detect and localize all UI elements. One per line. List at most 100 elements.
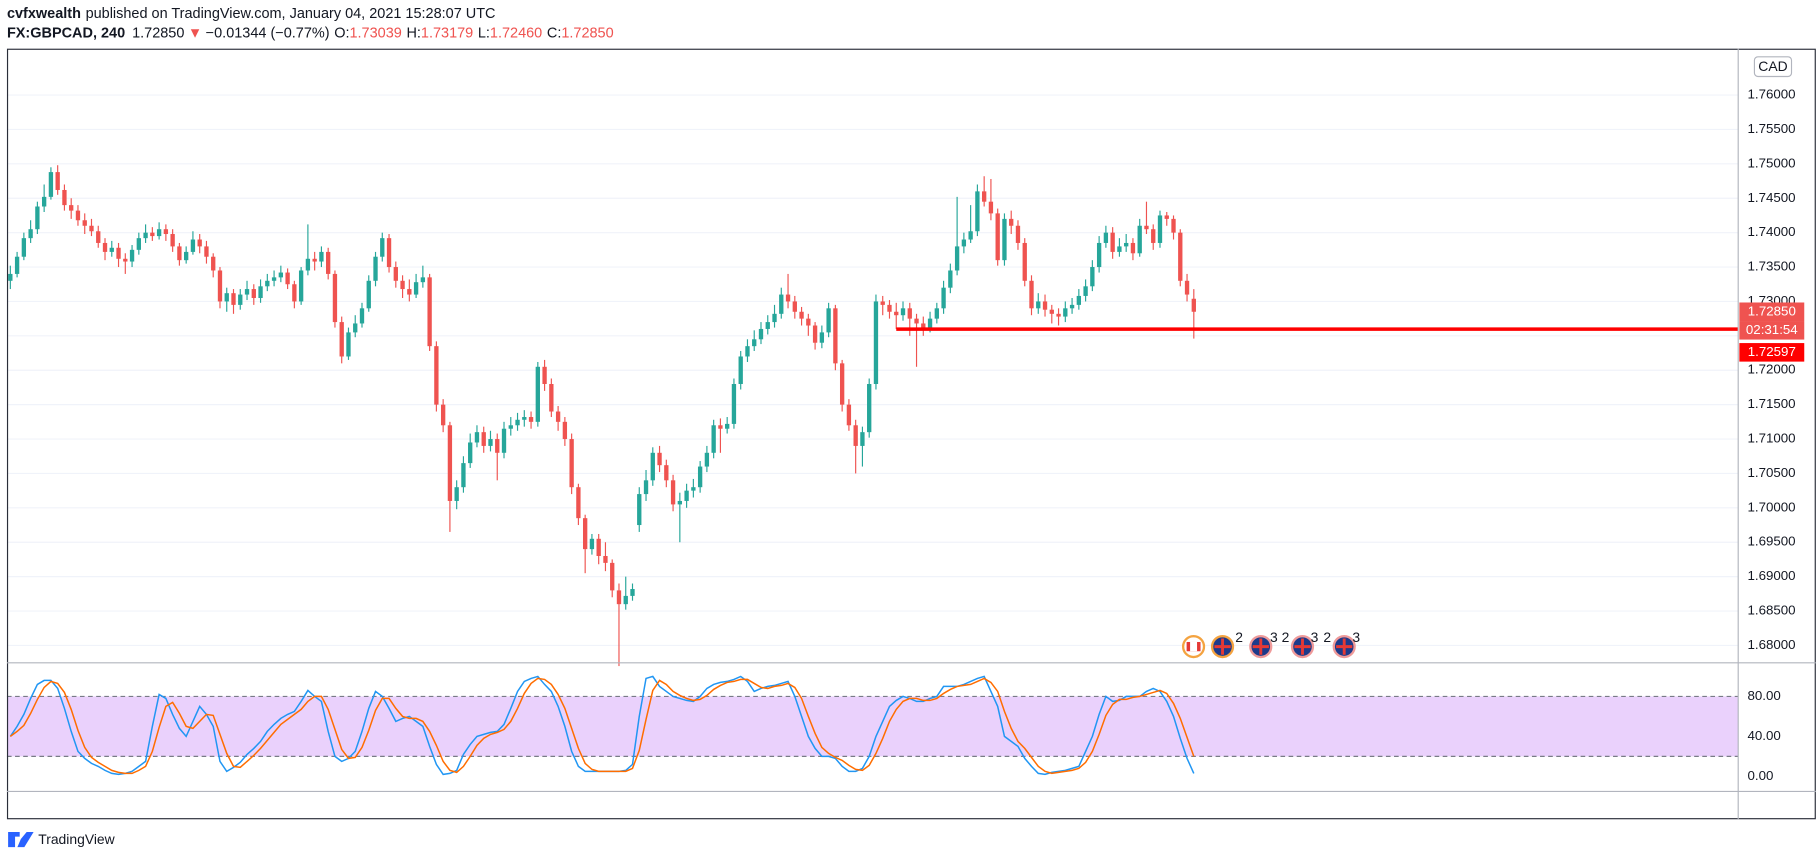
candle-body: [488, 439, 493, 446]
candle-body: [515, 419, 520, 426]
candle-body: [89, 225, 94, 232]
candle-body: [258, 286, 263, 299]
candle-body: [96, 231, 101, 243]
candle-body: [75, 210, 81, 221]
symbol-line: FX:GBPCAD, 240 1.72850 ▼ −0.01344 (−0.77%) O…: [7, 25, 614, 41]
candle-body: [839, 363, 845, 405]
candle-body: [643, 480, 649, 495]
candle-body: [346, 332, 351, 357]
candle-body: [1157, 215, 1163, 243]
candle-body: [630, 589, 635, 596]
flag: [1214, 638, 1231, 655]
candle-body: [1184, 280, 1190, 295]
candle-body: [251, 289, 256, 299]
candle-body: [28, 229, 33, 239]
flag: [1294, 638, 1311, 655]
candle-body: [765, 322, 770, 329]
candle-body: [1002, 218, 1007, 261]
symbol: FX:GBPCAD, 240: [7, 25, 125, 41]
published: published on TradingView.com, January 04…: [86, 6, 496, 22]
candle-body: [48, 172, 54, 197]
candle-body: [745, 346, 750, 357]
candle-body: [136, 238, 141, 250]
candle-body: [197, 239, 202, 247]
candle-body: [495, 439, 500, 453]
candle-body: [542, 366, 547, 384]
candle-body: [468, 442, 473, 464]
header-line: cvfxwealth published on TradingView.com, …: [7, 6, 496, 22]
candle-body: [927, 318, 933, 328]
candle-body: [508, 425, 513, 429]
candle-body: [1042, 301, 1048, 310]
candle-body: [69, 205, 74, 211]
brand-logo: [8, 832, 34, 848]
y-tick-label: 40.00: [1747, 728, 1780, 743]
candle-body: [224, 293, 229, 302]
brand: TradingView: [38, 831, 115, 847]
candle-body: [582, 518, 588, 550]
candle-body: [109, 247, 114, 252]
candle-body: [231, 293, 236, 305]
candle-body: [880, 301, 885, 305]
candle-body: [1063, 308, 1068, 317]
candle-body: [677, 500, 683, 505]
candle-body: [975, 191, 980, 232]
candle-body: [339, 322, 344, 357]
candle-body: [610, 562, 615, 591]
flag: [1336, 638, 1353, 655]
y-tick-label: 1.71500: [1747, 396, 1795, 411]
candle-body: [569, 439, 574, 488]
candle-body: [413, 282, 419, 295]
marks: [8, 165, 1739, 776]
candle-body: [907, 308, 912, 319]
candle-body: [657, 452, 662, 466]
candle-body: [981, 191, 987, 202]
candle-body: [1056, 313, 1061, 317]
y-tick-label: 80.00: [1747, 688, 1780, 703]
currency-box: [1753, 56, 1793, 78]
candle-body: [353, 323, 358, 333]
candle-body: [156, 229, 162, 237]
candle-body: [1083, 286, 1088, 296]
candle-body: [285, 272, 290, 285]
labels: 1.68000 1.68500 1.69000 1.69500 1.70000 1.705…: [1739, 87, 1805, 783]
event-count: 2: [1282, 629, 1290, 645]
candle-body: [1049, 309, 1054, 314]
candle-body: [150, 232, 155, 237]
candle-body: [894, 311, 899, 316]
candle-body: [711, 425, 716, 453]
candle-body: [1015, 225, 1021, 243]
flag: [1252, 638, 1269, 655]
candle-body: [873, 301, 879, 384]
candle-body: [420, 277, 426, 283]
event-count: 2: [1323, 629, 1331, 645]
y-tick-label: 1.74000: [1747, 224, 1795, 239]
event-icons: 2 3 2 3 2 3: [1181, 629, 1360, 659]
candle-body: [731, 383, 737, 424]
candle-body: [1022, 242, 1027, 281]
candle-body: [867, 383, 872, 433]
candle-body: [853, 425, 858, 446]
candle-body: [21, 238, 27, 257]
candle-body: [968, 231, 973, 240]
candle-body: [697, 466, 703, 488]
candle-body: [204, 246, 209, 257]
candle-body: [1124, 242, 1129, 247]
candle-body: [292, 284, 297, 302]
candle-body: [461, 463, 466, 488]
last-price: 1.72850: [132, 25, 184, 41]
candle-body: [1090, 267, 1095, 287]
candle-body: [528, 417, 534, 422]
candle-body: [779, 294, 784, 314]
candle-body: [1069, 304, 1075, 309]
candle-body: [623, 595, 628, 605]
candle-body: [143, 232, 148, 239]
candle-body: [941, 287, 946, 309]
candle-body: [1178, 232, 1183, 281]
candle-body: [366, 280, 371, 309]
candle-body: [35, 206, 40, 230]
high-value: 1.73179: [421, 25, 473, 41]
y-tick-label: 1.74500: [1747, 190, 1795, 205]
candle-body: [190, 239, 196, 252]
candle-body: [326, 251, 331, 274]
